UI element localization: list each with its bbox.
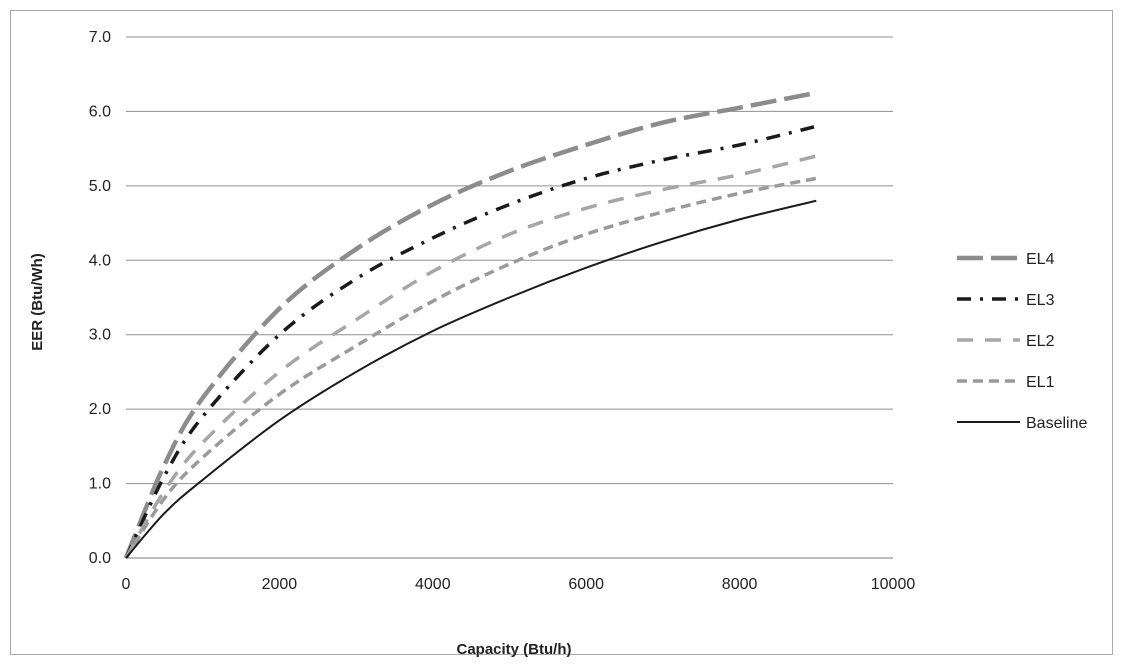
y-tick-label: 5.0: [89, 178, 111, 195]
series-lines: [123, 90, 817, 559]
series-line-el3: [124, 124, 817, 559]
series-line-baseline: [125, 199, 817, 559]
legend: EL4 EL3 EL2 EL1 Baseline: [957, 251, 1087, 432]
series-line-el1: [124, 176, 817, 559]
x-tick-label: 8000: [722, 576, 758, 593]
y-tick-label: 2.0: [89, 401, 111, 418]
x-tick-label: 10000: [871, 576, 916, 593]
y-tick-label: 4.0: [89, 252, 111, 269]
y-axis-title: EER (Btu/Wh): [29, 253, 46, 350]
y-tick-label: 3.0: [89, 327, 111, 344]
y-tick-label: 6.0: [89, 103, 111, 120]
legend-label-el2: EL2: [1026, 333, 1055, 350]
legend-label-baseline: Baseline: [1026, 415, 1087, 432]
axes: 0.0 1.0 2.0 3.0 4.0 5.0 6.0 7.0 0 2000 4000 6000 800…: [89, 29, 916, 593]
legend-label-el1: EL1: [1026, 374, 1055, 391]
x-tick-label: 0: [122, 576, 131, 593]
gridlines: [126, 36, 893, 485]
x-tick-label: 2000: [262, 576, 298, 593]
x-tick-label: 6000: [568, 576, 604, 593]
legend-label-el4: EL4: [1026, 251, 1055, 268]
series-line-el2: [124, 154, 817, 559]
x-tick-label: 4000: [415, 576, 451, 593]
x-axis-title: Capacity (Btu/h): [456, 641, 571, 658]
legend-label-el3: EL3: [1026, 292, 1055, 309]
y-tick-label: 7.0: [89, 29, 111, 46]
chart-frame: [10, 10, 1113, 655]
y-tick-label: 0.0: [89, 550, 111, 567]
y-tick-label: 1.0: [89, 476, 111, 493]
series-line-el4: [123, 90, 817, 559]
